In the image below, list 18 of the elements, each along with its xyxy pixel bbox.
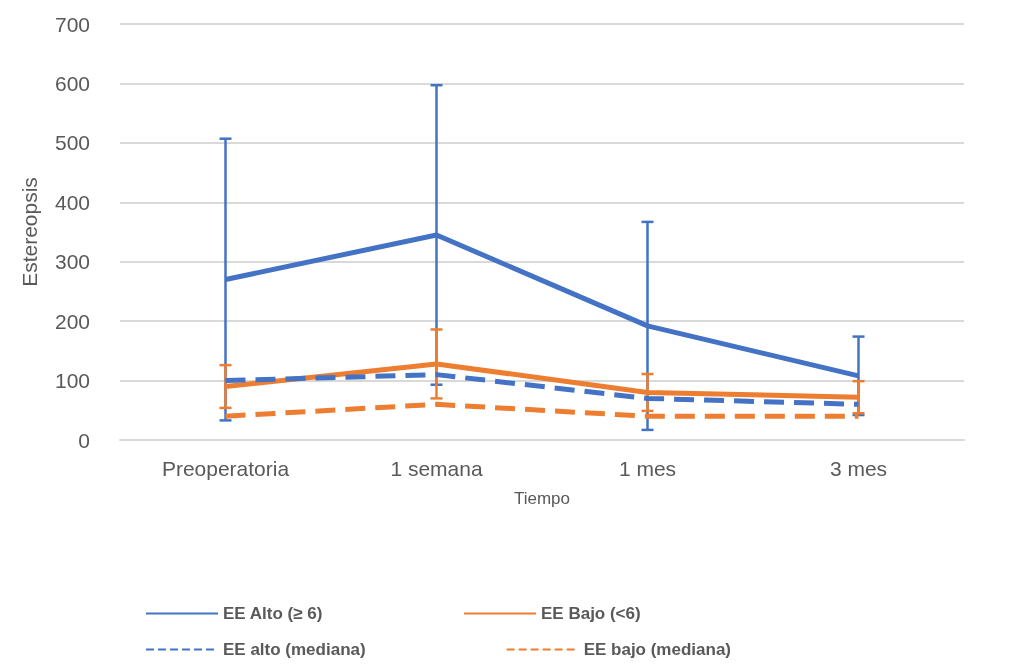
y-tick-label: 200	[54, 309, 90, 333]
x-tick-label: 1 semana	[390, 457, 483, 480]
y-tick-label: 300	[54, 250, 90, 274]
legend-label: EE Alto (≥ 6)	[223, 604, 323, 623]
y-tick-label: 700	[54, 12, 90, 36]
y-tick-label: 0	[78, 428, 90, 452]
y-axis-title: Estereopsis	[18, 177, 41, 287]
legend-label: EE bajo (mediana)	[583, 640, 732, 659]
y-tick-label: 500	[54, 131, 90, 155]
y-tick-label: 400	[54, 190, 90, 214]
legend-label: EE alto (mediana)	[223, 640, 366, 659]
y-tick-label: 600	[54, 71, 90, 95]
y-tick-label: 100	[54, 369, 90, 393]
x-tick-label: 1 mes	[618, 457, 677, 480]
x-axis-title: Tiempo	[513, 489, 571, 508]
x-tick-label: Preoperatoria	[161, 457, 290, 480]
x-tick-label: 3 mes	[829, 457, 888, 480]
legend-label: EE Bajo (<6)	[541, 604, 641, 623]
